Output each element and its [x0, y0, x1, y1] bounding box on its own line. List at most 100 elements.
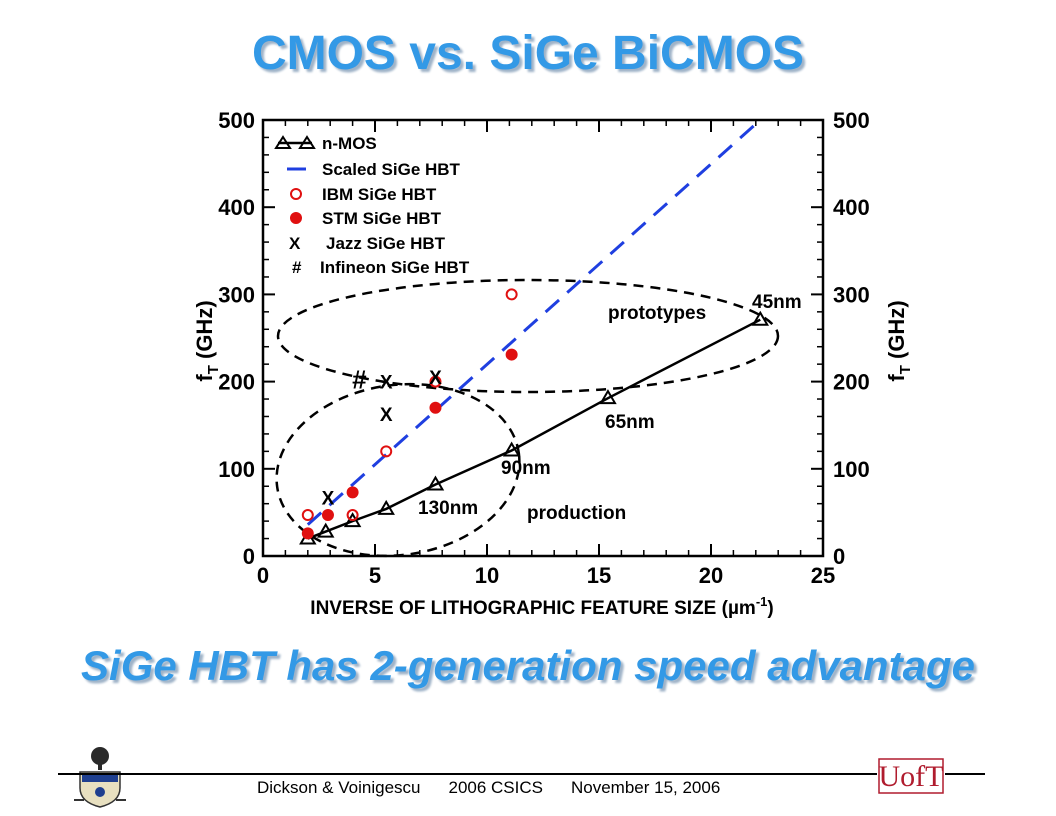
jazz-point: X: [429, 368, 442, 389]
legend-item-stm: STM SiGe HBT: [290, 209, 442, 228]
y-tick-label-right: 500: [833, 108, 870, 133]
svg-text:fT (GHz): fT (GHz): [192, 300, 222, 381]
legend-label-infineon: Infineon SiGe HBT: [320, 258, 470, 277]
legend-label-nmos: n-MOS: [322, 134, 377, 153]
legend-open-circle-icon: [290, 188, 302, 200]
y-tick-label: 200: [218, 370, 255, 395]
footer-authors: Dickson & Voinigescu: [257, 778, 421, 797]
x-axis-label: INVERSE OF LITHOGRAPHIC FEATURE SIZE (µm…: [310, 594, 773, 619]
y-tick-label: 300: [218, 282, 255, 307]
y-tick-label-right: 200: [833, 370, 870, 395]
legend-item-infineon: # Infineon SiGe HBT: [292, 258, 470, 277]
university-crest-icon: [74, 747, 126, 808]
stm-point: [301, 527, 314, 540]
node-label-45nm: 45nm: [752, 292, 802, 313]
slide-title: CMOS vs. SiGe BiCMOS: [251, 27, 805, 80]
y-tick-label-right: 300: [833, 282, 870, 307]
legend-hash-icon: #: [292, 258, 302, 277]
ibm-point: [505, 288, 518, 301]
legend-x-icon: X: [289, 234, 301, 253]
series-hash: #: [352, 365, 367, 395]
y-axis-label-right: fT (GHz): [884, 300, 914, 381]
y-tick-label: 100: [218, 457, 255, 482]
x-tick-label: 5: [369, 563, 381, 588]
svg-text:fT (GHz): fT (GHz): [884, 300, 914, 381]
y-tick-label-right: 400: [833, 195, 870, 220]
prototypes-ellipse: [276, 278, 780, 394]
y-tick-label-right: 100: [833, 457, 870, 482]
series-dashed-line: [306, 120, 762, 526]
plot-frame: [261, 118, 825, 558]
region-ellipses: [275, 278, 780, 558]
x-tick-label: 0: [257, 563, 269, 588]
y-label-main-right: f: [884, 374, 909, 382]
nmos-point: [751, 310, 770, 326]
uoft-logo-text: UofT: [879, 760, 944, 793]
nmos-point: [377, 499, 395, 515]
y-tick-label: 400: [218, 195, 255, 220]
legend-filled-circle-icon: [290, 212, 302, 224]
stm-point: [505, 348, 518, 361]
legend-label-scaled: Scaled SiGe HBT: [322, 160, 461, 179]
node-label-130nm: 130nm: [418, 498, 478, 519]
slide-subtitle: SiGe HBT has 2-generation speed advantag…: [81, 642, 975, 689]
scaled-sige-line: [306, 120, 762, 526]
legend-item-jazz: X Jazz SiGe HBT: [289, 234, 446, 253]
y-label-sub: T: [205, 365, 222, 374]
nmos-point: [343, 512, 362, 528]
ibm-point: [429, 375, 442, 388]
ibm-point: [301, 509, 314, 522]
ibm-point: [380, 445, 393, 458]
series-open-circle: [301, 288, 518, 522]
x-tick-label: 20: [699, 563, 723, 588]
y-label-main: f: [192, 374, 217, 382]
node-label-65nm: 65nm: [605, 412, 655, 433]
node-label-90nm: 90nm: [501, 458, 551, 479]
legend-item-ibm: IBM SiGe HBT: [290, 185, 437, 204]
y-label-rest: (GHz): [192, 300, 217, 365]
legend-triangle-icon-2: [298, 135, 316, 149]
y-tick-label: 500: [218, 108, 255, 133]
series-filled-circle: [301, 348, 518, 540]
footer-divider: [58, 773, 985, 775]
stm-point: [429, 401, 442, 414]
y-label-sub-right: T: [897, 365, 914, 374]
legend-label-jazz: Jazz SiGe HBT: [326, 234, 446, 253]
legend-label-stm: STM SiGe HBT: [322, 209, 442, 228]
production-ellipse: [275, 382, 521, 558]
production-label: production: [527, 503, 626, 524]
stm-point: [321, 509, 334, 522]
y-tick-label: 0: [243, 544, 255, 569]
y-tick-label-right: 0: [833, 544, 845, 569]
y-axis-label-left: fT (GHz): [192, 300, 222, 381]
prototypes-label: prototypes: [608, 303, 706, 324]
nmos-point: [502, 441, 521, 457]
nmos-point: [316, 522, 335, 538]
legend-item-scaled-sige: Scaled SiGe HBT: [287, 160, 461, 179]
x-tick-label: 25: [811, 563, 835, 588]
x-tick-label: 10: [475, 563, 499, 588]
footer: Dickson & Voinigescu 2006 CSICS November 1…: [257, 778, 748, 798]
legend-item-nmos: n-MOS: [274, 134, 377, 153]
legend-triangle-icon: [274, 135, 292, 149]
jazz-point: X: [322, 489, 335, 510]
legend-label-ibm: IBM SiGe HBT: [322, 185, 437, 204]
y-label-rest-right: (GHz): [884, 300, 909, 365]
nmos-point: [599, 389, 617, 405]
legend: n-MOS Scaled SiGe HBT IBM SiGe HBT STM S…: [274, 134, 470, 277]
jazz-point: X: [380, 373, 393, 394]
x-tick-label: 15: [587, 563, 611, 588]
nmos-line: [307, 318, 761, 540]
footer-conference: 2006 CSICS: [448, 778, 543, 797]
x-label-main: INVERSE OF LITHOGRAPHIC FEATURE SIZE (µm: [310, 598, 756, 619]
x-label-exp: -1: [756, 594, 768, 609]
ibm-point: [346, 509, 359, 522]
uoft-logo-icon: UofT: [877, 757, 945, 795]
jazz-point: X: [380, 405, 393, 426]
stm-point: [346, 486, 359, 499]
